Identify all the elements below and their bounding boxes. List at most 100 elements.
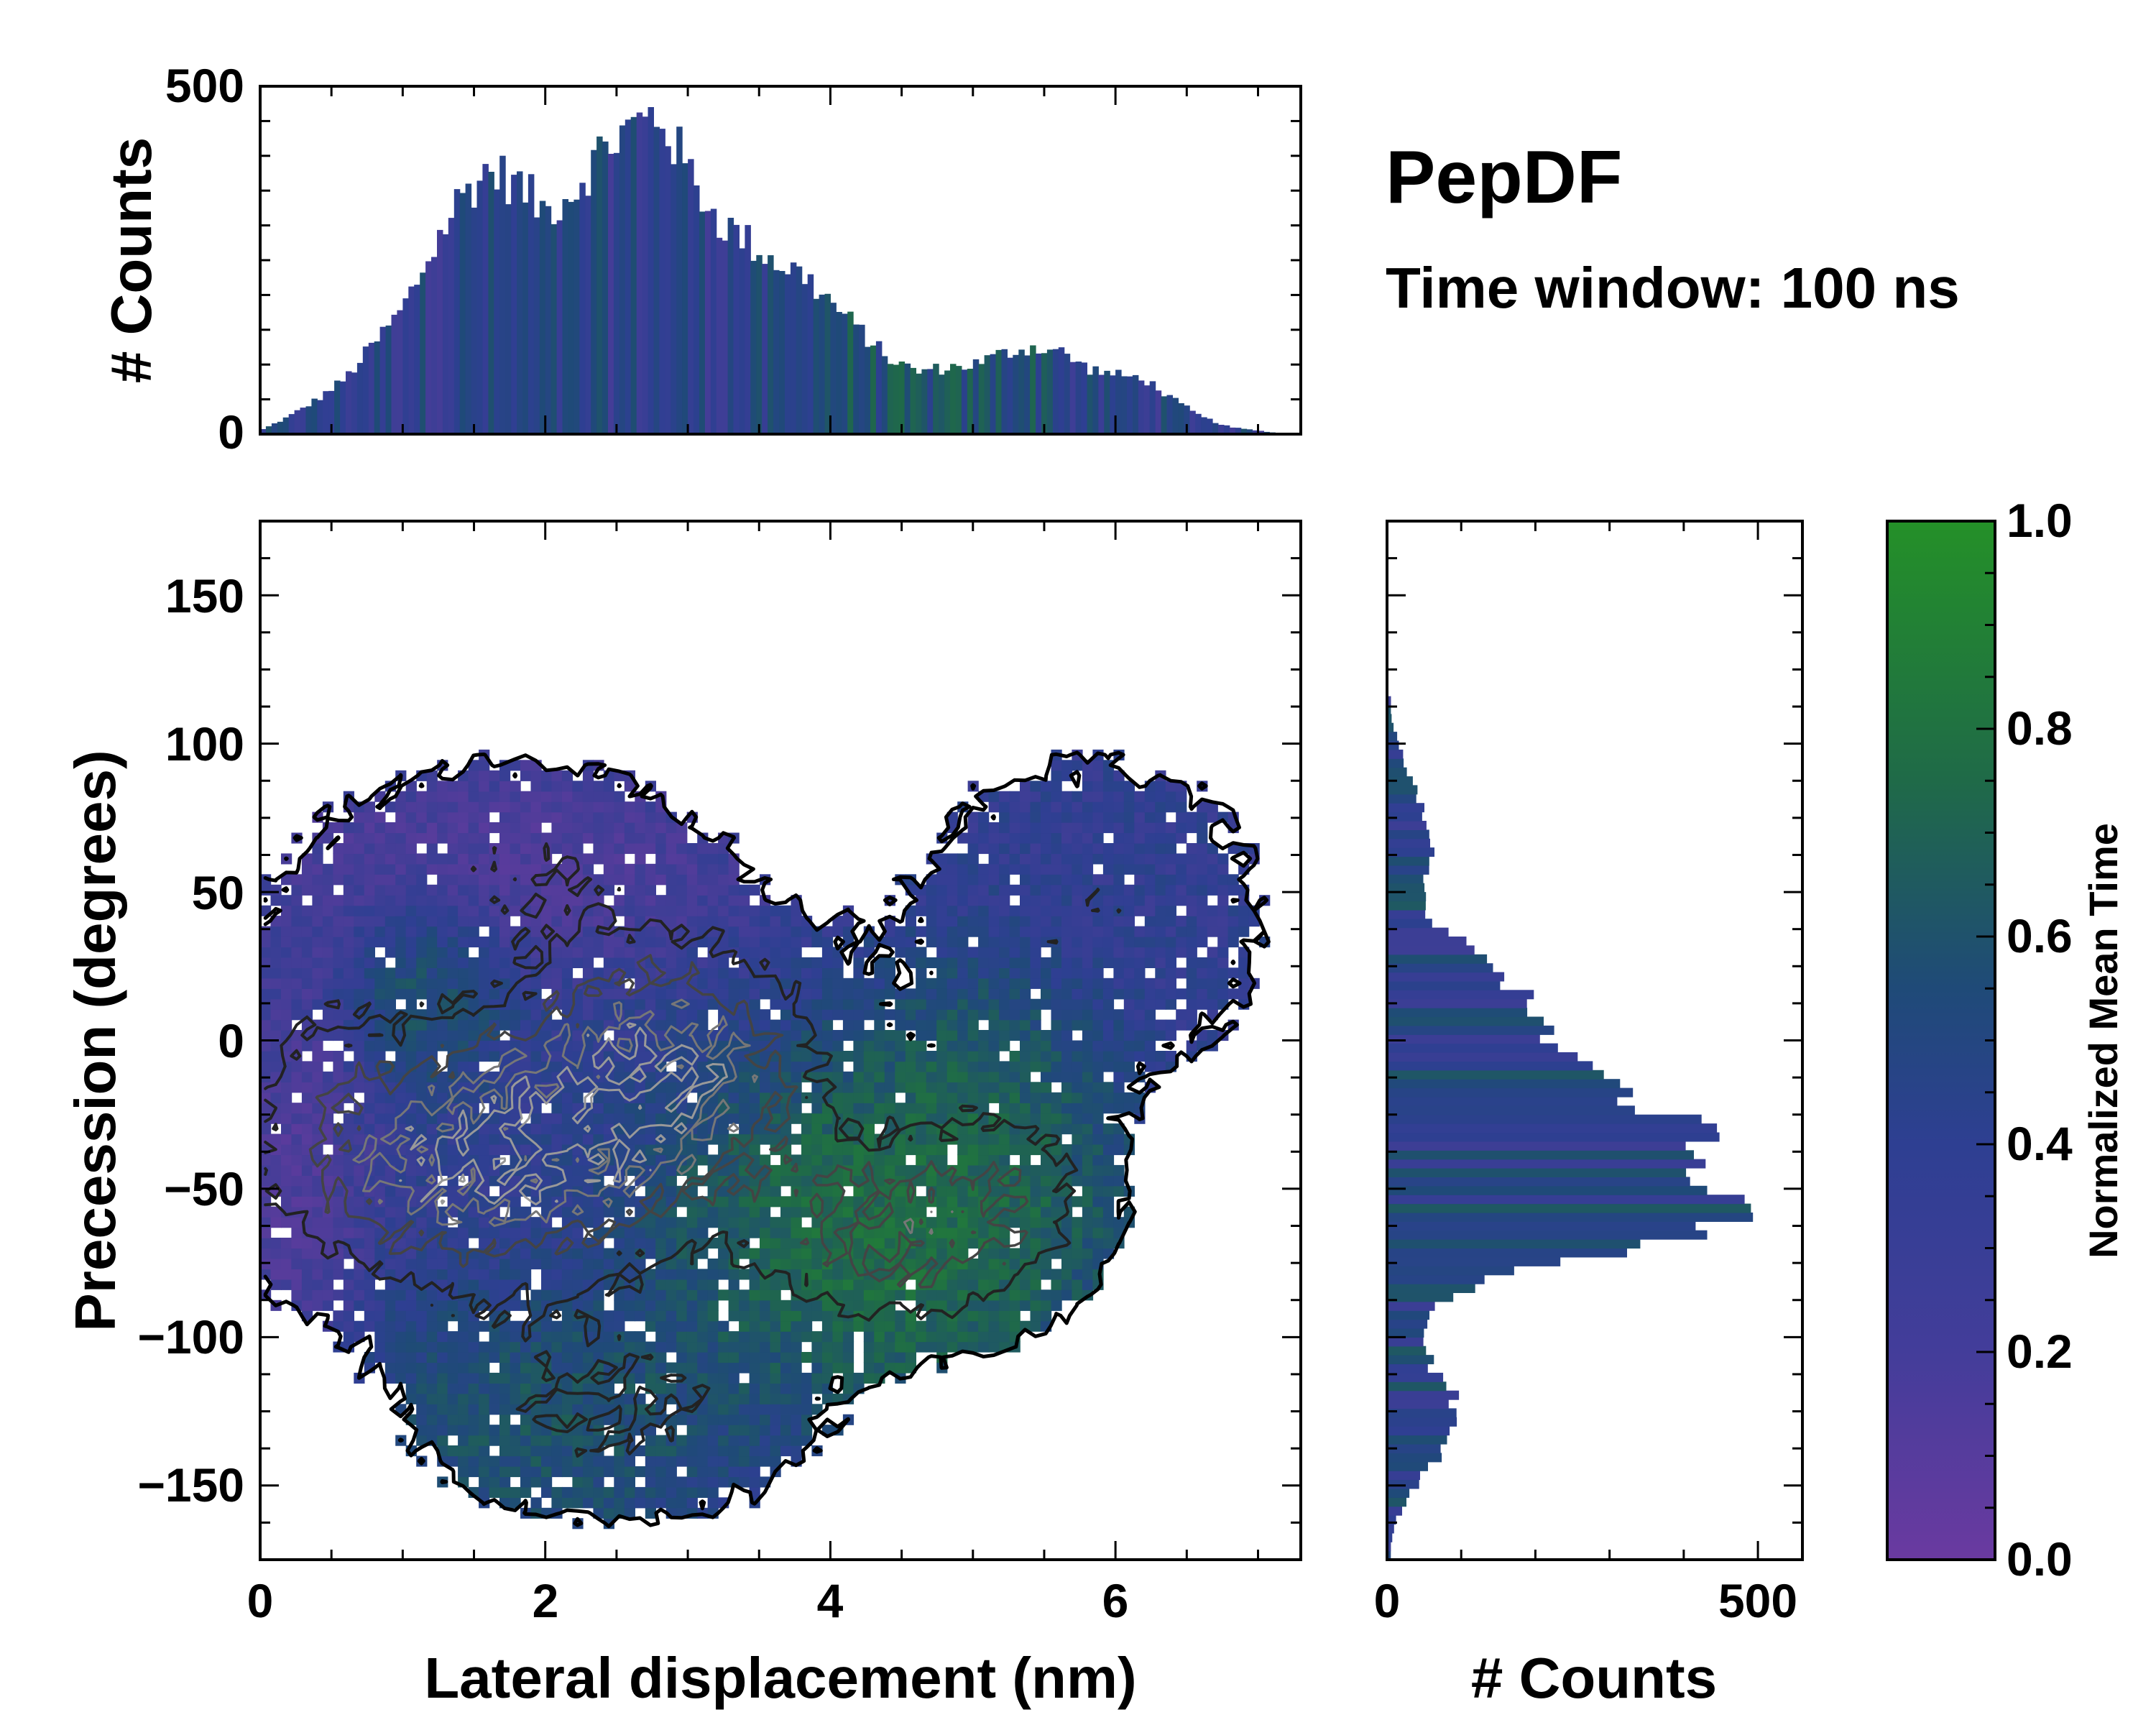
- heatmap-cell: [281, 1164, 292, 1176]
- heatmap-cell: [811, 1331, 823, 1343]
- heatmap-cell: [374, 895, 386, 906]
- heatmap-cell: [946, 1196, 958, 1208]
- heatmap-cell: [811, 937, 823, 948]
- heatmap-cell: [946, 1331, 958, 1343]
- heatmap-cell: [479, 811, 490, 823]
- heatmap-cell: [405, 791, 417, 802]
- heatmap-cell: [499, 1238, 511, 1249]
- heatmap-cell: [582, 967, 594, 979]
- heatmap-cell: [655, 1248, 667, 1259]
- heatmap-cell: [561, 905, 573, 916]
- heatmap-cell: [916, 1071, 927, 1082]
- heatmap-cell: [447, 781, 459, 792]
- top-histogram-bar: [1229, 427, 1236, 434]
- heatmap-cell: [760, 1238, 771, 1249]
- heatmap-cell: [374, 926, 386, 937]
- heatmap-cell: [624, 1269, 635, 1280]
- heatmap-cell: [1061, 811, 1073, 823]
- heatmap-cell: [1102, 1175, 1115, 1187]
- heatmap-cell: [1020, 988, 1031, 1000]
- heatmap-cell: [957, 937, 969, 948]
- heatmap-cell: [676, 1310, 688, 1322]
- heatmap-cell: [333, 947, 344, 958]
- heatmap-cell: [384, 853, 396, 865]
- heatmap-cell: [1144, 916, 1156, 927]
- heatmap-cell: [645, 1092, 656, 1103]
- heatmap-cell: [499, 1445, 511, 1457]
- heatmap-cell: [603, 1259, 614, 1270]
- heatmap-cell: [489, 1352, 500, 1363]
- heatmap-cell: [468, 1435, 479, 1446]
- heatmap-cell: [946, 1103, 958, 1114]
- heatmap-cell: [426, 1393, 438, 1404]
- heatmap-cell: [988, 1051, 1000, 1062]
- heatmap-cell: [916, 967, 927, 979]
- heatmap-cell: [437, 1289, 448, 1301]
- heatmap-cell: [780, 1196, 792, 1208]
- heatmap-cell: [624, 1092, 635, 1103]
- heatmap-cell: [614, 1289, 625, 1301]
- heatmap-cell: [593, 1133, 604, 1145]
- heatmap-cell: [936, 926, 948, 937]
- heatmap-cell: [405, 832, 417, 844]
- heatmap-cell: [1072, 998, 1083, 1010]
- heatmap-cell: [780, 1175, 792, 1187]
- heatmap-cell: [270, 1133, 282, 1145]
- heatmap-cell: [437, 957, 448, 968]
- heatmap-cell: [260, 1238, 272, 1249]
- heatmap-cell: [447, 863, 459, 875]
- heatmap-cell: [468, 926, 479, 937]
- heatmap-cell: [447, 1164, 459, 1176]
- heatmap-cell: [1123, 853, 1135, 865]
- heatmap-cell: [1030, 1185, 1041, 1197]
- heatmap-cell: [1061, 967, 1073, 979]
- heatmap-cell: [270, 937, 282, 948]
- heatmap-cell: [1102, 988, 1115, 1000]
- heatmap-cell: [655, 895, 667, 906]
- top-histogram-bar: [1149, 381, 1156, 434]
- heatmap-cell: [312, 1289, 323, 1301]
- top-histogram-bar: [961, 369, 968, 434]
- heatmap-cell: [1020, 884, 1031, 896]
- heatmap-cell: [354, 967, 365, 979]
- top-histogram-bar: [425, 261, 432, 434]
- heatmap-cell: [499, 1185, 511, 1197]
- heatmap-cell: [863, 1341, 875, 1353]
- heatmap-cell: [749, 1435, 760, 1446]
- heatmap-cell: [426, 884, 438, 896]
- heatmap-cell: [1123, 832, 1135, 844]
- heatmap-cell: [821, 967, 834, 979]
- top-histogram-bar: [853, 324, 860, 434]
- heatmap-cell: [354, 1300, 365, 1311]
- heatmap-cell: [1061, 1082, 1073, 1093]
- heatmap-cell: [780, 926, 792, 937]
- heatmap-cell: [551, 791, 563, 802]
- heatmap-cell: [936, 1144, 948, 1156]
- heatmap-cell: [582, 801, 594, 813]
- heatmap-cell: [541, 967, 553, 979]
- heatmap-cell: [447, 947, 459, 958]
- heatmap-cell: [801, 957, 813, 968]
- heatmap-cell: [676, 1486, 688, 1498]
- heatmap-cell: [1134, 978, 1146, 989]
- heatmap-cell: [541, 1113, 553, 1124]
- heatmap-cell: [426, 1320, 438, 1332]
- heatmap-cell: [437, 1372, 448, 1384]
- heatmap-cell: [551, 957, 563, 968]
- heatmap-cell: [926, 1331, 937, 1343]
- heatmap-cell: [343, 1030, 354, 1041]
- heatmap-cell: [479, 1009, 490, 1021]
- top-histogram-ticks: [259, 85, 1301, 436]
- heatmap-cell: [853, 1061, 865, 1072]
- heatmap-cell: [624, 1113, 635, 1124]
- heatmap-cell: [416, 947, 428, 958]
- heatmap-cell: [1113, 811, 1125, 823]
- heatmap-cell: [291, 1238, 303, 1249]
- heatmap-cell: [946, 916, 958, 927]
- heatmap-cell: [1134, 947, 1146, 958]
- heatmap-cell: [1155, 811, 1166, 823]
- heatmap-cell: [707, 1279, 719, 1290]
- heatmap-cell: [1123, 895, 1135, 906]
- heatmap-cell: [1207, 811, 1218, 823]
- heatmap-cell: [780, 1310, 792, 1322]
